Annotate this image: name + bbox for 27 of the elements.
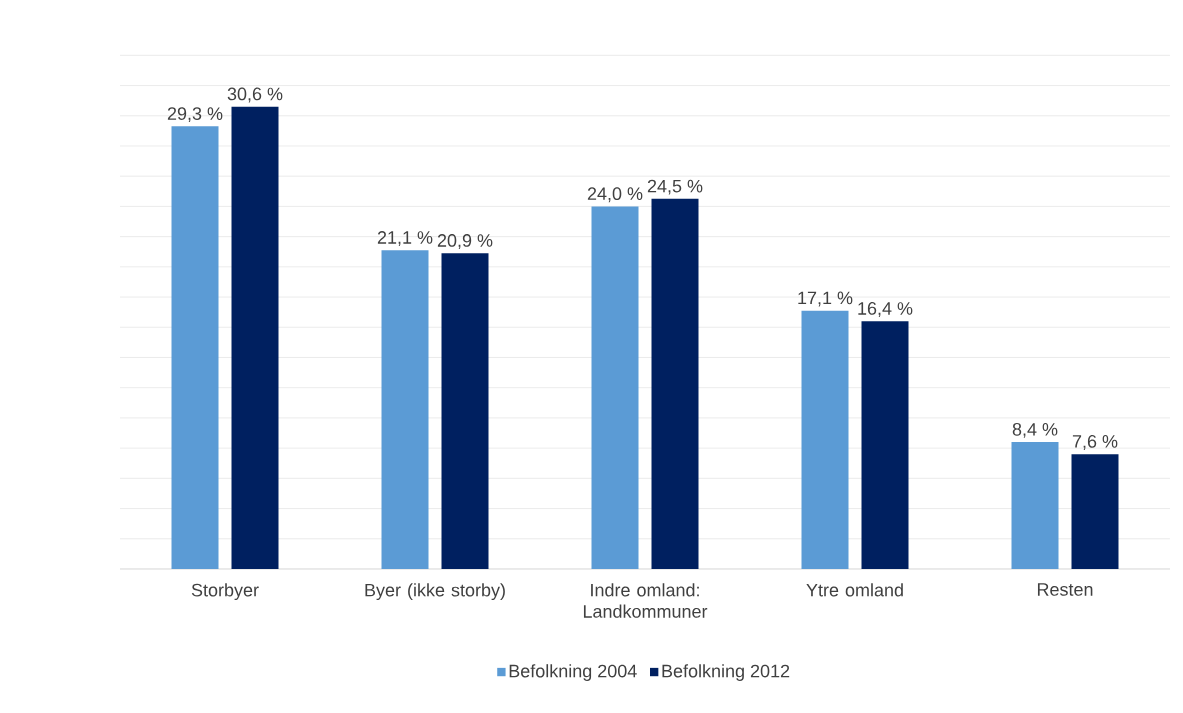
data-label: 30,6 % bbox=[227, 87, 283, 103]
bar bbox=[801, 310, 849, 569]
bar bbox=[651, 198, 699, 569]
x-tick-label: Indre omland: Landkommuner bbox=[583, 583, 708, 618]
data-label: 24,5 % bbox=[647, 179, 703, 195]
bar bbox=[171, 126, 219, 569]
bar bbox=[231, 106, 279, 569]
bar bbox=[1011, 442, 1059, 569]
data-label: 29,3 % bbox=[167, 107, 223, 123]
data-label: 16,4 % bbox=[858, 302, 913, 317]
data-label: 24,0 % bbox=[587, 187, 643, 203]
bar bbox=[861, 321, 909, 569]
data-label: 17,1 % bbox=[798, 291, 853, 307]
legend-label: Befolkning 2012 bbox=[662, 664, 790, 681]
x-tick-label: Ytre omland bbox=[806, 583, 903, 597]
data-label: 7,6 % bbox=[1072, 435, 1118, 450]
bar bbox=[381, 250, 429, 569]
bar bbox=[1071, 454, 1119, 569]
x-tick-label: Resten bbox=[1037, 583, 1093, 596]
data-label: 21,1 % bbox=[377, 231, 433, 246]
bar bbox=[591, 206, 639, 569]
data-label: 8,4 % bbox=[1012, 422, 1058, 438]
data-label: 20,9 % bbox=[437, 234, 493, 249]
x-tick-label: Byer (ikke storby) bbox=[365, 583, 505, 601]
legend-label: Befolkning 2004 bbox=[509, 664, 637, 681]
bar bbox=[441, 253, 489, 569]
x-tick-label: Storbyer bbox=[191, 583, 259, 601]
